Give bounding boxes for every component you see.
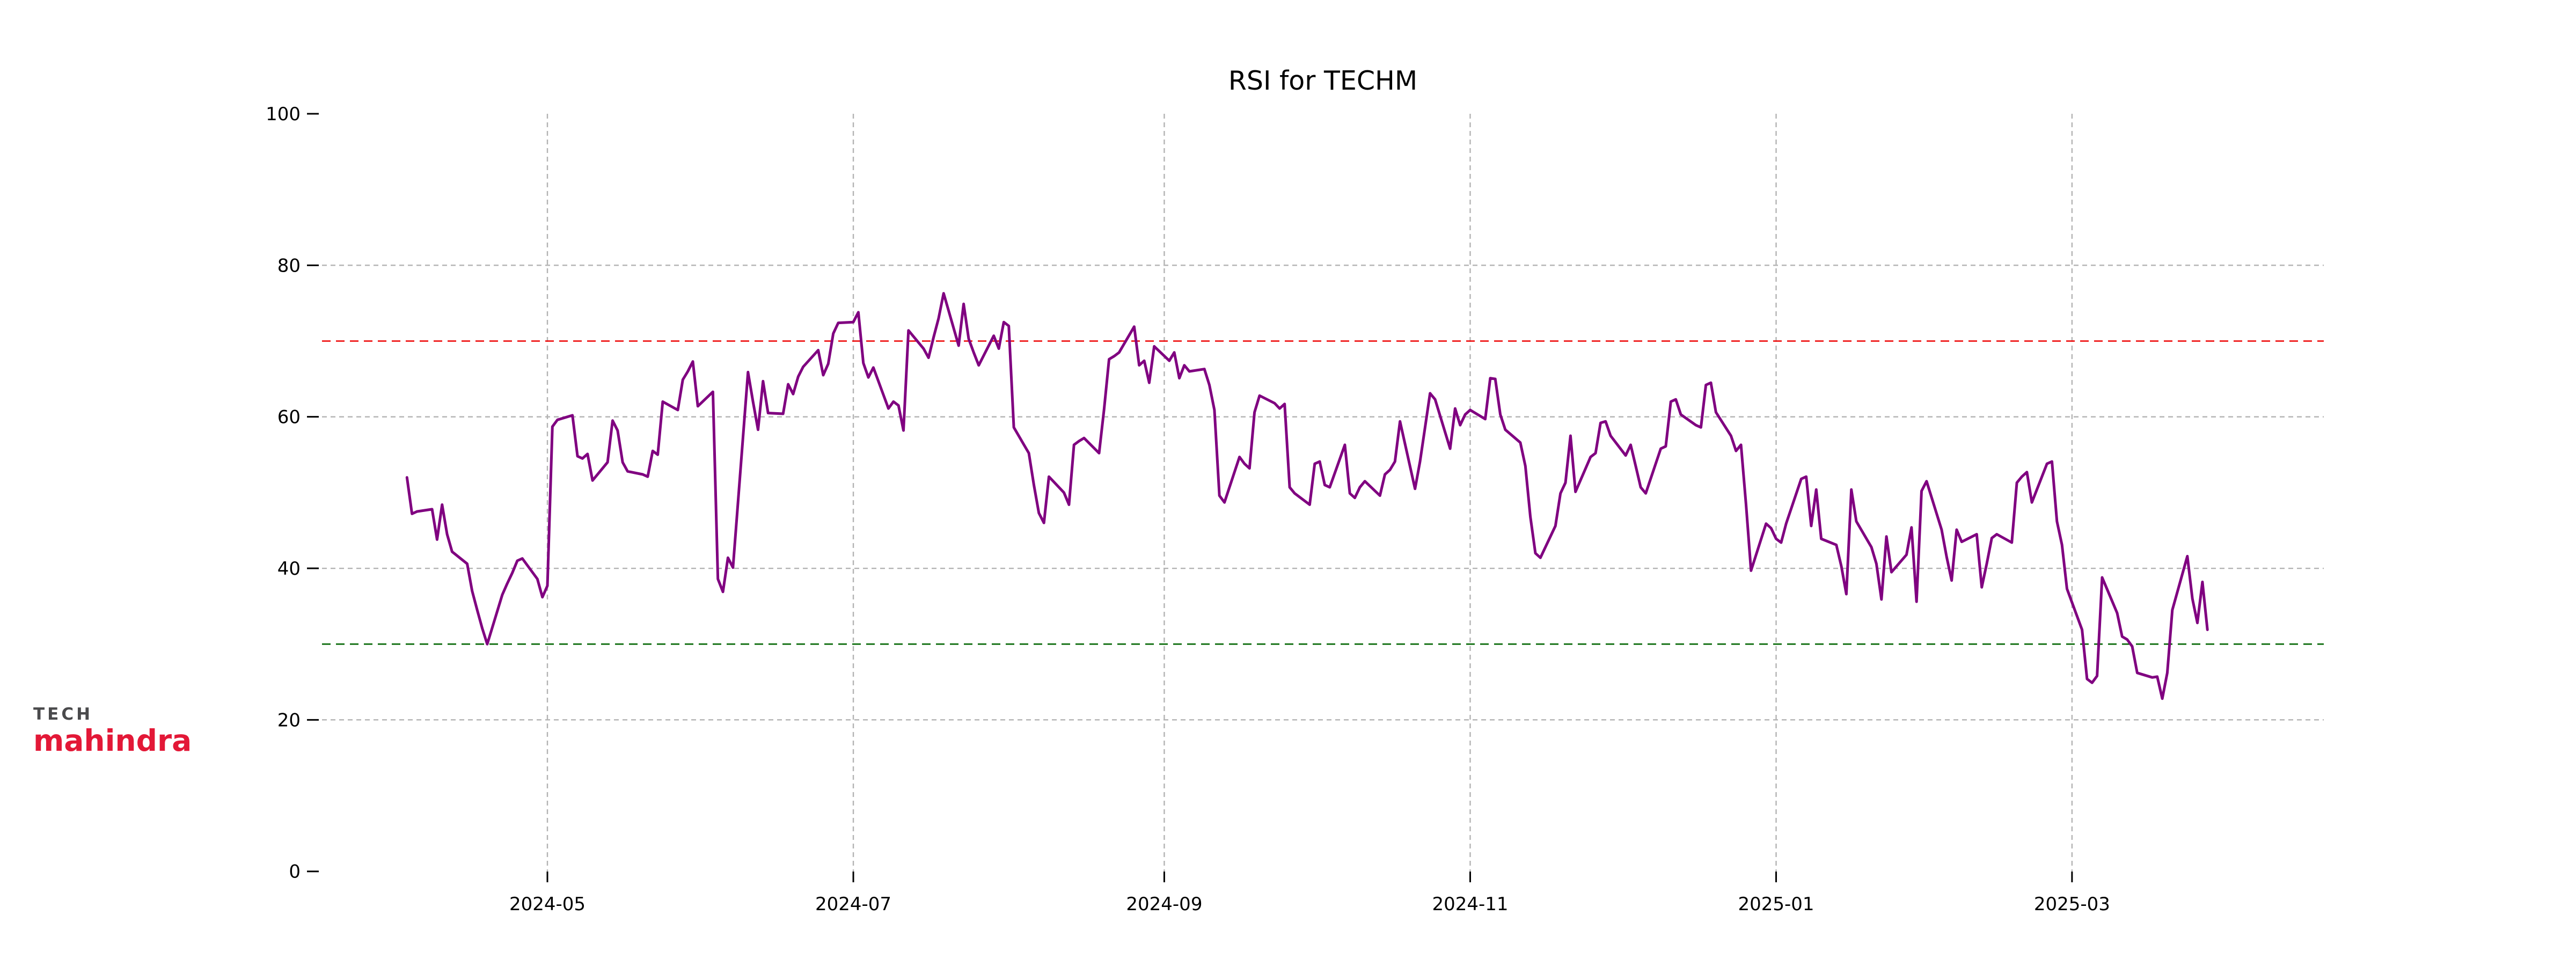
rsi-line: [405, 292, 2209, 700]
y-tick-label: 100: [266, 104, 301, 125]
x-tick-label: 2024-07: [815, 894, 891, 915]
y-tick-label: 80: [277, 255, 301, 276]
x-tick-label: 2024-05: [509, 894, 586, 915]
x-tick-label: 2025-01: [1738, 894, 1814, 915]
x-tick-label: 2024-09: [1126, 894, 1202, 915]
y-tick-label: 0: [289, 861, 301, 883]
chart-title: RSI for TECHM: [1228, 65, 1418, 96]
logo-text-tech: TECH: [33, 705, 93, 724]
y-tick-label: 60: [277, 407, 301, 428]
x-tick-label: 2025-03: [2034, 894, 2110, 915]
logo-text-mahindra: mahindra: [33, 723, 192, 758]
y-tick-label: 20: [277, 709, 301, 731]
y-tick-label: 40: [277, 558, 301, 580]
x-tick-label: 2024-11: [1432, 894, 1508, 915]
tech-mahindra-logo: TECH mahindra: [33, 706, 192, 756]
